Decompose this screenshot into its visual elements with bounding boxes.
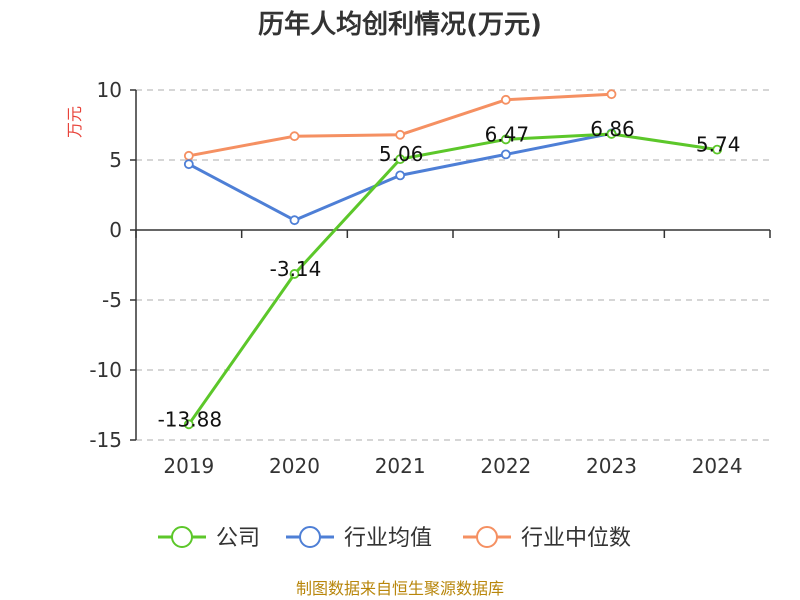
data-point xyxy=(183,150,194,161)
x-tick-label: 2021 xyxy=(375,454,426,478)
data-source-note: 制图数据来自恒生聚源数据库 xyxy=(296,579,504,598)
data-label: -13.88 xyxy=(158,407,222,431)
data-point xyxy=(289,131,300,142)
series-line xyxy=(187,132,718,426)
x-tick-label: 2024 xyxy=(692,454,743,478)
y-tick-label: -10 xyxy=(89,358,122,382)
data-point xyxy=(500,94,511,105)
data-point xyxy=(183,159,194,170)
series-lines xyxy=(183,89,723,430)
data-point xyxy=(395,170,406,181)
legend-item[interactable]: 公司 xyxy=(158,526,260,551)
x-tick-label: 2019 xyxy=(163,454,214,478)
chart-title: 历年人均创利情况(万元) xyxy=(258,9,542,40)
data-label: -3.14 xyxy=(270,257,322,281)
data-point xyxy=(606,129,617,139)
x-tick-label: 2022 xyxy=(480,454,531,478)
data-label: 5.74 xyxy=(696,133,741,157)
data-point xyxy=(289,215,300,226)
legend-item[interactable]: 行业中位数 xyxy=(463,526,631,551)
data-point xyxy=(500,149,511,160)
x-tick-label: 2020 xyxy=(269,454,320,478)
gridlines: 10 5 0 -5 -10 -15 xyxy=(89,78,770,452)
legend-swatch-marker xyxy=(476,526,498,548)
data-point xyxy=(712,144,723,155)
x-tick-label: 2023 xyxy=(586,454,637,478)
data-point xyxy=(183,419,194,430)
data-point xyxy=(606,89,617,100)
y-tick-label: 5 xyxy=(109,148,122,172)
legend-item[interactable]: 行业均值 xyxy=(286,526,432,551)
y-tick-label: 0 xyxy=(109,218,122,242)
legend-label: 公司 xyxy=(216,526,260,551)
data-labels: -13.88 -3.14 5.06 6.47 6.86 5.74 xyxy=(158,117,741,431)
y-tick-label: 10 xyxy=(97,78,122,102)
data-label: 5.06 xyxy=(379,142,424,166)
legend-swatch-marker xyxy=(299,526,321,548)
axes: 2019 2020 2021 2022 2023 2024 xyxy=(130,89,771,478)
data-point xyxy=(500,134,511,145)
y-tick-label: -5 xyxy=(102,288,122,312)
data-label: 6.86 xyxy=(590,117,635,141)
y-axis-unit-label: 万元 xyxy=(65,106,84,138)
legend-label: 行业均值 xyxy=(344,526,432,551)
legend-swatch-marker xyxy=(171,526,193,548)
data-label: 6.47 xyxy=(485,122,530,146)
legend[interactable]: 公司 行业均值 行业中位数 xyxy=(158,526,631,551)
data-point xyxy=(395,129,406,140)
y-tick-label: -15 xyxy=(89,428,122,452)
legend-label: 行业中位数 xyxy=(521,526,631,551)
data-point xyxy=(289,269,300,279)
data-point xyxy=(395,154,406,165)
